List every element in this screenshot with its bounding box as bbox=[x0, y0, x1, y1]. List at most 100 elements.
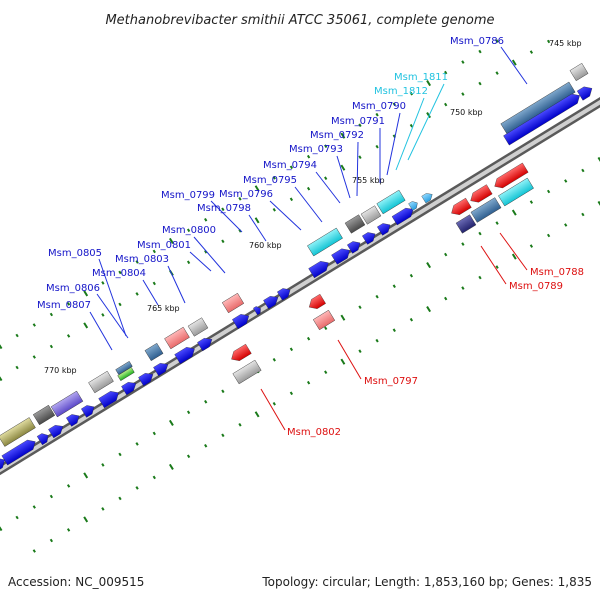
feature-block bbox=[470, 197, 502, 223]
tick-mark bbox=[597, 200, 600, 208]
tick-mark bbox=[324, 326, 328, 331]
tick-mark bbox=[221, 433, 225, 438]
tick-mark bbox=[581, 168, 585, 173]
tick-mark bbox=[289, 391, 294, 396]
tick-mark bbox=[461, 92, 465, 96]
tick-mark bbox=[152, 475, 156, 480]
feature-block bbox=[0, 417, 36, 447]
tick-mark bbox=[375, 144, 379, 149]
tick-mark bbox=[83, 472, 89, 479]
kbp-label-770: 770 kbp bbox=[44, 366, 77, 375]
tick-mark bbox=[324, 144, 328, 149]
tick-mark bbox=[152, 249, 156, 254]
gene-label-msm-0794[interactable]: Msm_0794 bbox=[263, 160, 317, 171]
gene-label-msm-0791[interactable]: Msm_0791 bbox=[331, 116, 385, 127]
cds-arrow bbox=[98, 391, 119, 409]
gene-label-msm-0806[interactable]: Msm_0806 bbox=[46, 283, 100, 294]
gene-label-msm-0786[interactable]: Msm_0786 bbox=[450, 36, 504, 47]
leader-line bbox=[142, 279, 159, 306]
cds-arrow bbox=[451, 197, 472, 215]
tick-mark bbox=[204, 249, 208, 254]
gene-label-msm-0798[interactable]: Msm_0798 bbox=[197, 203, 251, 214]
leader-line bbox=[167, 265, 186, 304]
tick-mark bbox=[581, 212, 585, 217]
rna-arrow bbox=[408, 201, 418, 211]
gene-label-msm-0792[interactable]: Msm_0792 bbox=[310, 130, 364, 141]
cds-arrow bbox=[377, 223, 391, 236]
tick-mark bbox=[135, 292, 139, 296]
tick-mark bbox=[135, 260, 139, 264]
gene-label-msm-0790[interactable]: Msm_0790 bbox=[352, 101, 406, 112]
cds-arrow bbox=[277, 288, 291, 301]
tick-mark bbox=[358, 349, 362, 354]
tick-mark bbox=[238, 422, 242, 427]
kbp-label-765: 765 kbp bbox=[147, 304, 180, 313]
cds-arrow bbox=[308, 261, 329, 279]
gene-label-msm-0793[interactable]: Msm_0793 bbox=[289, 144, 343, 155]
cds-arrow bbox=[0, 458, 6, 474]
gene-label-msm-0788[interactable]: Msm_0788 bbox=[530, 267, 584, 278]
tick-mark bbox=[254, 217, 260, 224]
leader-line bbox=[480, 245, 507, 285]
tick-mark bbox=[186, 228, 191, 233]
cds-arrow bbox=[576, 86, 593, 101]
tick-mark bbox=[272, 401, 276, 406]
tick-mark bbox=[358, 305, 362, 310]
gene-label-msm-0801[interactable]: Msm_0801 bbox=[137, 240, 191, 251]
gene-label-msm-0805[interactable]: Msm_0805 bbox=[48, 248, 102, 259]
gene-label-msm-1811[interactable]: Msm_1811 bbox=[394, 72, 448, 83]
cds-arrow bbox=[231, 343, 252, 361]
tick-mark bbox=[495, 39, 499, 43]
genome-backbone bbox=[0, 96, 600, 476]
gene-label-msm-0795[interactable]: Msm_0795 bbox=[243, 175, 297, 186]
gene-label-msm-0799[interactable]: Msm_0799 bbox=[161, 190, 215, 201]
feature-block bbox=[455, 214, 477, 234]
kbp-label-745: 745 kbp bbox=[549, 39, 582, 48]
gene-label-msm-0796[interactable]: Msm_0796 bbox=[219, 189, 273, 200]
tick-mark bbox=[375, 338, 379, 343]
gene-label-msm-0807[interactable]: Msm_0807 bbox=[37, 300, 91, 311]
tick-mark bbox=[306, 336, 311, 341]
cds-arrow bbox=[503, 93, 580, 146]
gene-label-msm-1812[interactable]: Msm_1812 bbox=[374, 86, 428, 97]
tick-mark bbox=[168, 419, 174, 426]
tick-mark bbox=[306, 154, 311, 159]
tick-mark bbox=[564, 223, 568, 227]
feature-block bbox=[117, 366, 135, 382]
gene-label-msm-0800[interactable]: Msm_0800 bbox=[162, 225, 216, 236]
cds-arrow bbox=[36, 433, 49, 446]
gene-label-msm-0797[interactable]: Msm_0797 bbox=[364, 376, 418, 387]
tick-mark bbox=[478, 81, 482, 86]
tick-mark bbox=[409, 273, 414, 278]
tick-mark bbox=[118, 270, 122, 275]
feature-block bbox=[221, 292, 245, 314]
leader-line bbox=[269, 200, 302, 231]
feature-track bbox=[0, 62, 593, 474]
leader-line bbox=[294, 186, 323, 223]
gene-label-msm-0803[interactable]: Msm_0803 bbox=[115, 254, 169, 265]
leader-line bbox=[386, 112, 401, 176]
tick-mark bbox=[0, 374, 3, 382]
cds-arrow bbox=[494, 162, 529, 189]
tick-mark bbox=[597, 156, 600, 164]
tick-mark bbox=[444, 296, 448, 301]
gene-label-msm-0804[interactable]: Msm_0804 bbox=[92, 268, 146, 279]
tick-mark bbox=[204, 399, 208, 404]
tick-mark bbox=[340, 314, 346, 321]
tick-mark bbox=[49, 538, 54, 543]
cds-arrow bbox=[138, 373, 154, 387]
cds-arrow bbox=[391, 207, 414, 226]
tick-mark bbox=[324, 370, 328, 375]
leader-line bbox=[189, 251, 212, 272]
cds-arrow bbox=[1, 439, 36, 466]
tick-mark bbox=[375, 294, 379, 299]
feature-block bbox=[187, 317, 209, 337]
leader-line bbox=[356, 141, 359, 197]
tick-mark bbox=[101, 507, 105, 511]
gene-label-msm-0789[interactable]: Msm_0789 bbox=[509, 281, 563, 292]
feature-block bbox=[344, 214, 366, 234]
tick-mark bbox=[238, 196, 242, 201]
gene-label-msm-0802[interactable]: Msm_0802 bbox=[287, 427, 341, 438]
leader-line bbox=[98, 258, 127, 337]
tick-mark bbox=[66, 484, 71, 488]
